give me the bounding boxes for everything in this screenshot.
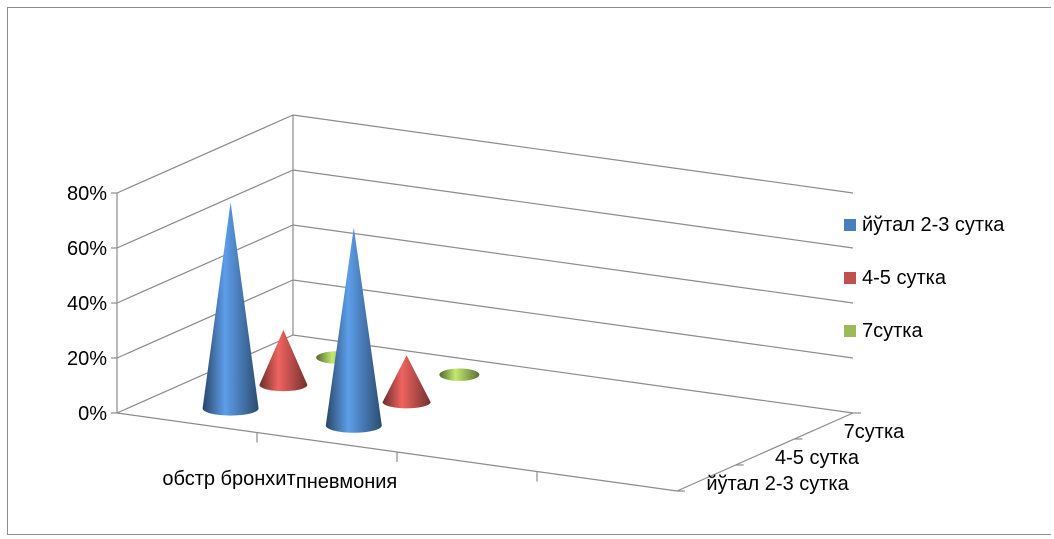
legend-swatch [844,272,856,284]
category-label: обстр бронхит [162,468,295,490]
axes [111,192,861,492]
depth-label: 4-5 сутка [775,447,860,469]
legend-swatch [844,325,856,337]
legend[interactable]: йўтал 2-3 сутка 4-5 сутка 7сутка [844,214,1005,342]
labels: 0% 20% 40% 60% 80% обстр бронхит пневмония 7сут… [67,183,905,495]
y-tick-label: 0% [78,403,107,425]
y-tick-label: 60% [67,238,107,260]
depth-label: йўтал 2-3 сутка [706,473,849,495]
cone [382,355,431,409]
cone [325,227,382,433]
y-tick-label: 20% [67,348,107,370]
depth-label: 7сутка [844,421,905,443]
legend-swatch [844,219,856,231]
cone [439,368,480,381]
cone [202,202,259,416]
legend-label: 7сутка [862,320,923,342]
legend-label: йўтал 2-3 сутка [862,214,1005,236]
y-tick-label: 40% [67,293,107,315]
depth-axis [676,412,854,492]
gridline [116,114,854,194]
category-label: пневмония [296,471,397,493]
cone [259,329,308,392]
legend-label: 4-5 сутка [862,267,947,289]
gridlines [116,114,854,414]
cones [202,202,480,433]
chart-frame [7,7,1051,535]
y-tick-label: 80% [67,183,107,205]
